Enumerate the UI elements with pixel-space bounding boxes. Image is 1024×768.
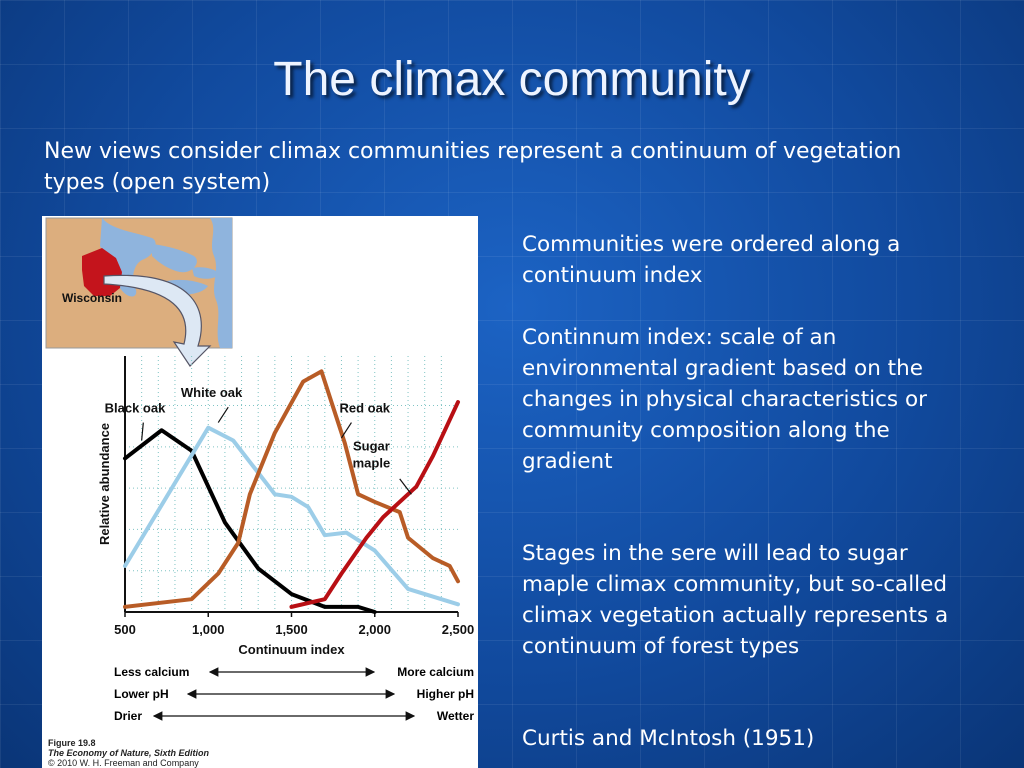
gradient-moisture-left: Drier <box>114 709 142 723</box>
paragraph-stages: Stages in the sere will lead to sugar ma… <box>522 541 949 659</box>
gradient-ph-left: Lower pH <box>114 687 169 701</box>
leader-red-oak <box>340 422 352 439</box>
caption-book-title: The Economy of Nature, Sixth Edition <box>48 748 210 758</box>
series-label-black-oak: Black oak <box>105 400 166 415</box>
gradient-calcium-right: More calcium <box>397 665 474 679</box>
series-label-red-oak: Red oak <box>339 400 390 415</box>
figure-caption: Figure 19.8 The Economy of Nature, Sixth… <box>48 738 468 768</box>
series-line-red-oak <box>123 369 460 609</box>
x-tick-label: 1,000 <box>192 622 225 637</box>
continuum-chart: Wisconsin 500 1,000 1,500 2,000 2,500 Continu… <box>45 217 474 723</box>
figure-panel: Wisconsin 500 1,000 1,500 2,000 2,500 Continu… <box>42 216 478 768</box>
gradient-moisture-right: Wetter <box>437 709 474 723</box>
slide-title: The climax community <box>273 53 751 106</box>
leader-sugar-maple <box>399 478 412 495</box>
gradient-ph-right: Higher pH <box>417 687 474 701</box>
y-axis-title: Relative abundance <box>97 423 112 545</box>
series-line-black-oak <box>123 428 377 614</box>
leader-white-oak <box>217 406 229 423</box>
map-label-wisconsin: Wisconsin <box>62 291 122 305</box>
series-label-sugar-maple: Sugar maple <box>353 439 391 471</box>
series-label-white-oak: White oak <box>181 385 243 400</box>
x-tick-label: 2,500 <box>442 622 475 637</box>
chart-area: 500 1,000 1,500 2,000 2,500 Continuum index Re… <box>97 356 474 657</box>
paragraph-continuum-index: Continnum index: scale of an environment… <box>522 325 927 474</box>
x-tick-label: 500 <box>114 622 136 637</box>
paragraph-citation: Curtis and McIntosh (1951) <box>522 726 815 751</box>
gradient-rows: Less calcium More calcium Lower pH Highe… <box>114 665 474 723</box>
x-axis-title: Continuum index <box>238 642 345 657</box>
intro-text: New views consider climax communities re… <box>44 139 902 195</box>
wisconsin-map: Wisconsin <box>45 217 233 367</box>
gradient-calcium-left: Less calcium <box>114 665 189 679</box>
series-line-white-oak <box>123 425 460 607</box>
caption-copyright: © 2010 W. H. Freeman and Company <box>48 758 199 768</box>
caption-figure-number: Figure 19.8 <box>48 738 96 748</box>
series-line-sugar-maple <box>289 400 460 609</box>
x-tick-label: 2,000 <box>358 622 391 637</box>
leader-black-oak <box>141 422 144 441</box>
x-tick-label: 1,500 <box>275 622 308 637</box>
paragraph-continuum-order: Communities were ordered along a continu… <box>522 232 901 288</box>
